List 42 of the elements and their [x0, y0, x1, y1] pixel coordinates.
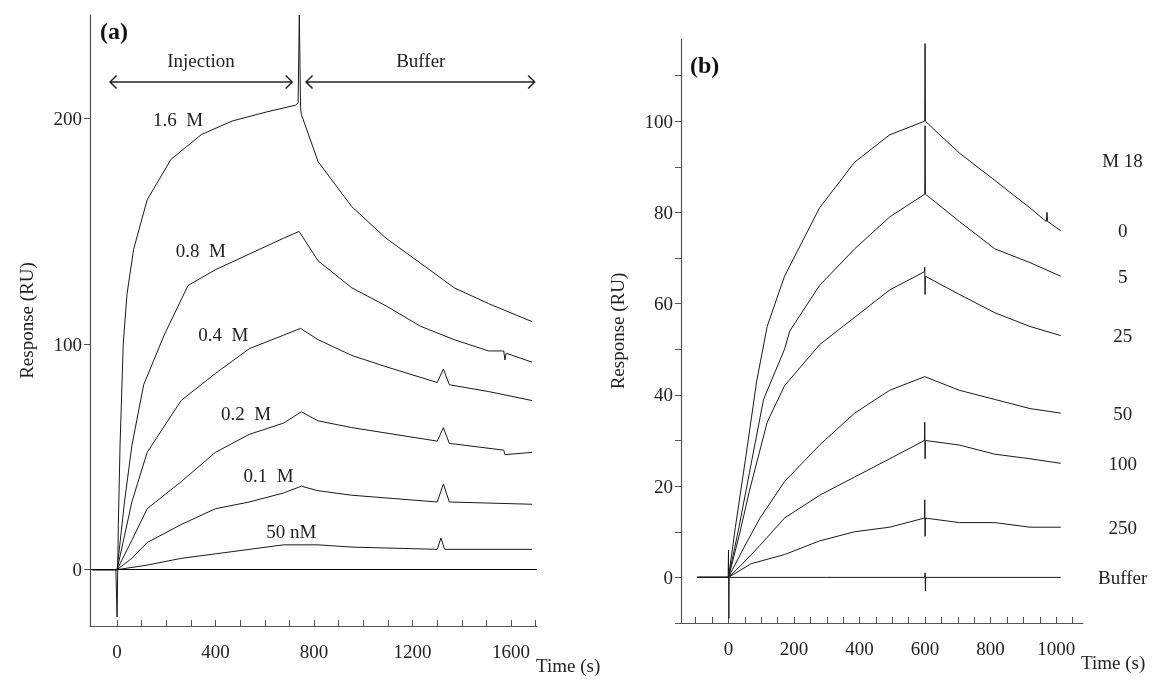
series-label: 0.2 M — [220, 402, 272, 424]
x-axis-title: Time (s) — [536, 655, 601, 677]
series-label: 0.4 M — [198, 324, 249, 346]
text: 0 — [1117, 220, 1128, 242]
x-tick-label: 400 — [201, 641, 230, 662]
annotation: Buffer — [396, 50, 446, 71]
x-tick-label: 0 — [112, 641, 122, 662]
x-tick-label: 400 — [845, 638, 874, 659]
series-label: 0.8 M — [175, 240, 226, 262]
text: (b) — [690, 52, 720, 78]
y-tick-label: 20 — [654, 475, 673, 497]
y-axis-title: Response (RU) — [607, 272, 629, 390]
x-tick-label: 800 — [299, 641, 329, 662]
y-tick-label: 60 — [654, 293, 673, 315]
y-tick-label: 200 — [53, 108, 82, 130]
y-tick-label: 0 — [663, 566, 673, 588]
x-tick-label: 600 — [910, 638, 940, 659]
series-label: 50 nM — [266, 521, 317, 543]
x-tick-label: 200 — [779, 638, 809, 659]
text: 25 — [1113, 325, 1133, 347]
text: 50 — [1113, 402, 1133, 424]
y-tick-label: 100 — [53, 333, 82, 355]
x-tick-label: 1000 — [1037, 638, 1076, 659]
y-tick-label: 0 — [72, 559, 82, 581]
x-tick-label: 1200 — [393, 641, 432, 662]
series-label: 0.1 M — [243, 464, 294, 486]
legend-title: M 18 — [1102, 150, 1143, 172]
x-tick-label: 0 — [723, 638, 734, 659]
y-tick-label: 80 — [654, 201, 673, 223]
text: 5 — [1117, 265, 1128, 287]
x-axis-title: Time (s) — [1081, 652, 1146, 674]
x-tick-label: 800 — [976, 638, 1005, 659]
y-tick-label: 40 — [654, 384, 673, 406]
y-tick-label: 100 — [644, 110, 673, 132]
x-tick-label: 1600 — [492, 641, 531, 662]
series-label: Buffer — [1098, 566, 1149, 588]
annotation: Injection — [167, 50, 235, 71]
text: 100 — [1108, 452, 1137, 474]
y-axis-title: Response (RU) — [16, 262, 38, 379]
chart-title: (a) — [100, 18, 128, 44]
series-label: 1.6 M — [153, 109, 204, 131]
text: 250 — [1108, 516, 1137, 538]
